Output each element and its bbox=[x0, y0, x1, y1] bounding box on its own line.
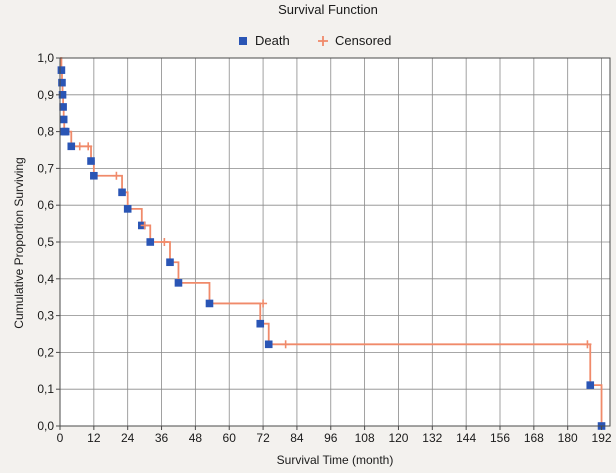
x-tick-label-14: 168 bbox=[524, 431, 544, 445]
censored-marker-3 bbox=[140, 221, 149, 230]
y-tick-label-0: 0,0 bbox=[37, 419, 54, 433]
x-axis-label: Survival Time (month) bbox=[277, 453, 394, 467]
chart-title: Survival Function bbox=[278, 2, 378, 17]
y-tick-label-6: 0,6 bbox=[37, 198, 54, 212]
death-marker-18 bbox=[264, 340, 273, 349]
death-marker-17 bbox=[256, 319, 265, 328]
death-marker-1 bbox=[58, 78, 66, 87]
x-tick-label-7: 84 bbox=[290, 431, 304, 445]
censored-marker-2 bbox=[112, 171, 121, 180]
x-tick-label-13: 156 bbox=[490, 431, 510, 445]
death-marker-8 bbox=[87, 157, 95, 165]
legend-death-marker bbox=[239, 37, 247, 45]
death-marker-16 bbox=[205, 299, 214, 308]
censored-marker-4 bbox=[160, 238, 169, 246]
y-tick-label-2: 0,2 bbox=[37, 345, 54, 359]
x-tick-label-10: 120 bbox=[388, 431, 408, 445]
x-axis-ticks: 0 12 24 36 48 60 72 84 96 108 120 132 144 156 168 180 19… bbox=[57, 426, 612, 445]
x-tick-label-15: 180 bbox=[558, 431, 578, 445]
death-marker-6 bbox=[61, 127, 70, 136]
legend-death-label: Death bbox=[255, 33, 290, 48]
x-tick-label-11: 132 bbox=[422, 431, 442, 445]
death-marker-3 bbox=[59, 103, 67, 111]
x-tick-label-1: 12 bbox=[87, 431, 101, 445]
censored-marker-7 bbox=[583, 340, 592, 349]
death-marker-0 bbox=[57, 66, 66, 74]
y-tick-label-3: 0,3 bbox=[37, 309, 54, 323]
x-tick-label-2: 24 bbox=[121, 431, 135, 445]
death-marker-15 bbox=[174, 279, 183, 287]
x-tick-label-0: 0 bbox=[57, 431, 64, 445]
death-marker-19 bbox=[586, 381, 595, 389]
death-marker-7 bbox=[67, 142, 76, 151]
censored-markers bbox=[75, 142, 592, 349]
x-tick-label-4: 48 bbox=[189, 431, 203, 445]
legend-censored-label: Censored bbox=[335, 33, 391, 48]
x-tick-label-6: 72 bbox=[256, 431, 270, 445]
legend-censored-marker bbox=[318, 36, 328, 46]
censored-marker-6 bbox=[281, 340, 290, 349]
death-marker-9 bbox=[90, 171, 98, 180]
death-marker-11 bbox=[123, 205, 132, 213]
y-tick-label-10: 1,0 bbox=[37, 51, 54, 65]
y-tick-label-7: 0,7 bbox=[37, 161, 54, 175]
legend: Death Censored bbox=[239, 33, 391, 48]
x-tick-label-3: 36 bbox=[155, 431, 169, 445]
death-marker-14 bbox=[166, 258, 174, 267]
death-marker-13 bbox=[146, 238, 155, 246]
censored-marker-1 bbox=[84, 142, 93, 151]
death-marker-4 bbox=[59, 115, 68, 124]
y-axis-ticks: 0,0 0,1 0,2 0,3 0,4 0,5 0,6 0,7 0,8 0,9 1,0 bbox=[37, 51, 60, 433]
y-tick-label-1: 0,1 bbox=[37, 382, 54, 396]
y-axis-label: Cumulative Proportion Surviving bbox=[12, 157, 26, 328]
x-tick-label-12: 144 bbox=[456, 431, 476, 445]
censored-marker-0 bbox=[75, 142, 84, 151]
y-tick-label-4: 0,4 bbox=[37, 272, 54, 286]
x-tick-label-8: 96 bbox=[324, 431, 338, 445]
y-tick-label-8: 0,8 bbox=[37, 125, 54, 139]
death-marker-2 bbox=[58, 91, 67, 99]
y-tick-label-5: 0,5 bbox=[37, 235, 54, 249]
x-tick-label-5: 60 bbox=[223, 431, 237, 445]
death-marker-10 bbox=[118, 188, 126, 197]
x-tick-label-9: 108 bbox=[355, 431, 375, 445]
censored-marker-5 bbox=[259, 299, 268, 308]
y-tick-label-9: 0,9 bbox=[37, 88, 54, 102]
x-tick-label-16: 192 bbox=[592, 431, 612, 445]
